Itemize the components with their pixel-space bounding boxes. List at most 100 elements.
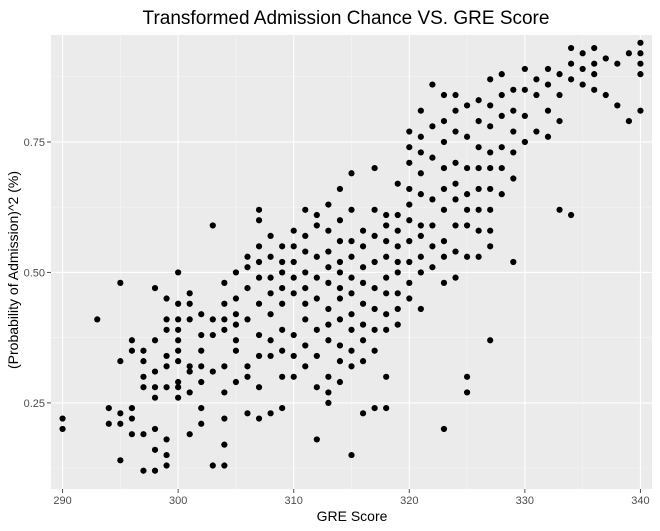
data-point	[290, 290, 297, 297]
data-point	[591, 44, 598, 52]
data-point	[267, 352, 274, 360]
data-point	[394, 180, 401, 187]
data-point	[429, 196, 436, 203]
data-point	[510, 107, 517, 114]
data-point	[313, 352, 320, 360]
data-point	[383, 222, 390, 229]
data-point	[394, 227, 401, 234]
data-point	[336, 342, 344, 349]
data-point	[244, 316, 251, 323]
data-point	[302, 206, 309, 213]
data-point	[198, 378, 205, 386]
data-point	[591, 71, 598, 78]
data-point	[221, 389, 228, 396]
data-point	[406, 185, 413, 193]
data-point	[463, 133, 471, 140]
data-point	[371, 284, 378, 292]
data-point	[417, 170, 424, 177]
data-point	[348, 238, 355, 245]
data-point	[163, 451, 170, 459]
data-point	[510, 258, 517, 266]
data-point	[429, 154, 436, 161]
data-point	[302, 232, 309, 240]
data-point	[336, 358, 344, 365]
chart-title: Transformed Admission Chance VS. GRE Sco…	[143, 8, 550, 29]
data-point	[359, 358, 367, 365]
data-point	[498, 71, 505, 78]
data-point	[579, 65, 586, 73]
data-point	[406, 144, 413, 151]
data-point	[221, 316, 228, 323]
y-tick-label: 0.25	[24, 398, 45, 410]
data-point	[348, 363, 355, 370]
data-point	[325, 201, 332, 208]
data-point	[487, 185, 494, 193]
data-point	[591, 60, 598, 67]
data-point	[302, 269, 309, 276]
data-point	[371, 164, 378, 172]
data-point	[336, 284, 344, 292]
data-point	[452, 222, 459, 229]
data-point	[637, 71, 644, 78]
data-point	[302, 248, 309, 255]
data-point	[498, 112, 505, 119]
data-point	[186, 431, 193, 438]
x-tick-label: 310	[285, 495, 303, 507]
data-point	[140, 431, 147, 438]
data-point	[209, 331, 216, 339]
data-point	[336, 238, 344, 245]
data-point	[614, 102, 621, 109]
data-point	[394, 321, 401, 328]
data-point	[359, 264, 367, 271]
data-point	[128, 405, 136, 412]
data-point	[487, 123, 494, 130]
data-point	[302, 342, 309, 349]
data-point	[255, 352, 263, 360]
data-point	[94, 316, 101, 323]
data-point	[452, 91, 459, 99]
y-axis-ticks: 0.25 0.50 0.75	[24, 137, 51, 410]
data-point	[117, 457, 124, 464]
data-point	[452, 248, 459, 255]
data-point	[59, 425, 66, 433]
data-point	[128, 431, 136, 438]
data-point	[429, 264, 436, 271]
data-point	[267, 337, 274, 344]
data-point	[440, 185, 448, 193]
data-point	[348, 274, 355, 281]
data-point	[302, 363, 309, 370]
data-point	[279, 269, 286, 276]
data-point	[544, 133, 552, 140]
data-point	[255, 331, 263, 339]
data-point	[267, 290, 274, 297]
data-point	[394, 305, 401, 313]
data-point	[163, 436, 170, 443]
data-point	[255, 384, 263, 391]
data-point	[336, 258, 344, 266]
data-point	[359, 337, 367, 344]
data-point	[567, 211, 575, 219]
data-point	[313, 326, 320, 333]
data-point	[140, 347, 147, 354]
data-point	[348, 311, 355, 318]
data-point	[313, 274, 320, 281]
data-point	[255, 274, 263, 281]
data-point	[325, 264, 332, 271]
data-point	[175, 384, 182, 391]
data-point	[313, 211, 320, 219]
data-point	[463, 206, 471, 213]
data-point	[452, 128, 459, 135]
data-point	[198, 331, 205, 339]
data-point	[163, 352, 170, 360]
x-tick-label: 290	[53, 495, 71, 507]
data-point	[232, 378, 240, 386]
data-point	[221, 300, 228, 307]
data-point	[417, 253, 424, 260]
data-point	[487, 243, 494, 250]
data-point	[151, 368, 159, 375]
data-point	[463, 191, 471, 198]
x-tick-label: 300	[169, 495, 187, 507]
data-point	[325, 373, 332, 380]
data-point	[209, 462, 216, 469]
data-point	[556, 118, 563, 125]
